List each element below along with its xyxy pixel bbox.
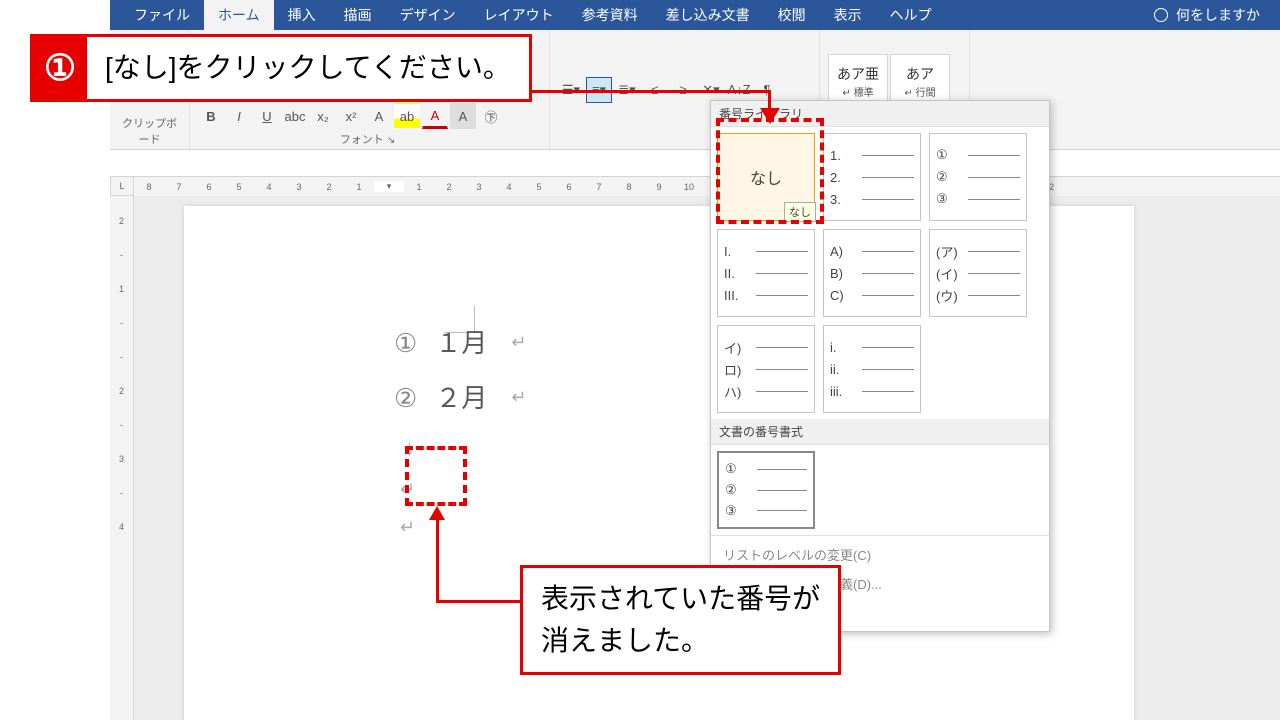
doc-text-1: １月 [435, 316, 487, 371]
underline-button[interactable]: U [254, 103, 280, 129]
doc-line-5: ↵ [394, 509, 526, 547]
return-icon: ↵ [400, 471, 415, 509]
italic-button[interactable]: I [226, 103, 252, 129]
tab-help[interactable]: ヘルプ [876, 0, 946, 30]
text-effect-button[interactable]: A [366, 103, 392, 129]
tab-references[interactable]: 参考資料 [568, 0, 652, 30]
connector-2-v [436, 518, 439, 602]
doc-line-3: ↓ [394, 425, 526, 471]
tab-review[interactable]: 校閲 [764, 0, 820, 30]
numbering-option-roman-lower[interactable]: i. ii. iii. [823, 325, 921, 413]
tab-insert[interactable]: 挿入 [274, 0, 330, 30]
numbering-dropdown: 番号ライブラリ なし なし 1. 2. 3. ① ② ③ I. II. III.… [710, 100, 1050, 632]
list-number-2: ② [394, 371, 417, 426]
tooltip-none: なし [784, 202, 816, 222]
numbering-option-alpha[interactable]: A) B) C) [823, 229, 921, 317]
sup-button[interactable]: x² [338, 103, 364, 129]
ruler-corner: L [110, 176, 134, 196]
tell-me-text: 何をしますか [1176, 5, 1260, 25]
return-icon: ↵ [511, 379, 526, 417]
instruction-callout-2: 表示されていた番号が 消えました。 [520, 565, 841, 675]
return-icon: ↵ [400, 509, 415, 547]
tab-home[interactable]: ホーム [204, 0, 274, 30]
numbering-option-katakana-paren[interactable]: (ア) (イ) (ウ) [929, 229, 1027, 317]
return-icon: ↵ [511, 324, 526, 362]
tab-design[interactable]: デザイン [386, 0, 470, 30]
doc-text-2: ２月 [435, 371, 487, 426]
tab-layout[interactable]: レイアウト [470, 0, 568, 30]
callout2-line2: 消えました。 [541, 620, 820, 662]
group-font-label: フォント [340, 134, 384, 146]
strike-button[interactable]: abc [282, 103, 308, 129]
ribbon-tabs: ファイル ホーム 挿入 描画 デザイン レイアウト 参考資料 差し込み文書 校閲… [110, 0, 1280, 30]
group-clipboard-label: クリップボード [118, 115, 181, 147]
tell-me-section[interactable]: 何をしますか [1154, 5, 1280, 25]
highlight-button[interactable]: ab [394, 103, 420, 129]
tab-draw[interactable]: 描画 [330, 0, 386, 30]
list-number-1: ① [394, 316, 417, 371]
document-content[interactable]: ① １月 ↵ ② ２月 ↵ ↓ ↵ ↵ [394, 316, 526, 547]
doc-line-2: ② ２月 ↵ [394, 371, 526, 426]
instruction-callout-1: ① [なし]をクリックしてください。 [30, 34, 532, 102]
callout-badge-1: ① [33, 37, 87, 99]
doc-line-1: ① １月 ↵ [394, 316, 526, 371]
numbering-option-circled[interactable]: ① ② ③ [929, 133, 1027, 221]
callout2-line1: 表示されていた番号が [541, 578, 820, 620]
horizontal-ruler[interactable]: 87654321▾1234567891011121314151617181920… [134, 176, 1280, 196]
connector-2-h [436, 600, 522, 603]
tab-view[interactable]: 表示 [820, 0, 876, 30]
font-color-button[interactable]: A [422, 103, 448, 129]
connector-1-h [516, 90, 771, 93]
sub-button[interactable]: x₂ [310, 103, 336, 129]
arrow-up-icon [429, 506, 445, 520]
callout-text-1: [なし]をクリックしてください。 [87, 37, 529, 99]
tab-mailings[interactable]: 差し込み文書 [652, 0, 764, 30]
numbering-option-doc-circled[interactable]: ① ② ③ [717, 451, 815, 529]
numbering-option-iroha[interactable]: イ) ロ) ハ) [717, 325, 815, 413]
bulb-icon [1154, 8, 1168, 22]
bold-button[interactable]: B [198, 103, 224, 129]
vertical-ruler[interactable]: 2-1--2-3-4 [110, 196, 134, 720]
numbering-option-roman[interactable]: I. II. III. [717, 229, 815, 317]
arrow-down-icon [760, 108, 780, 124]
dropdown-section-document: 文書の番号書式 [711, 419, 1049, 445]
char-shading-button[interactable]: A [450, 103, 476, 129]
numbering-option-arabic[interactable]: 1. 2. 3. [823, 133, 921, 221]
numbering-option-none[interactable]: なし なし [717, 133, 815, 221]
font-launcher[interactable]: ↘ [387, 135, 399, 146]
doc-line-4: ↵ [394, 471, 526, 509]
tab-file[interactable]: ファイル [120, 0, 204, 30]
enclose-char-button[interactable]: ㊦ [478, 103, 504, 129]
